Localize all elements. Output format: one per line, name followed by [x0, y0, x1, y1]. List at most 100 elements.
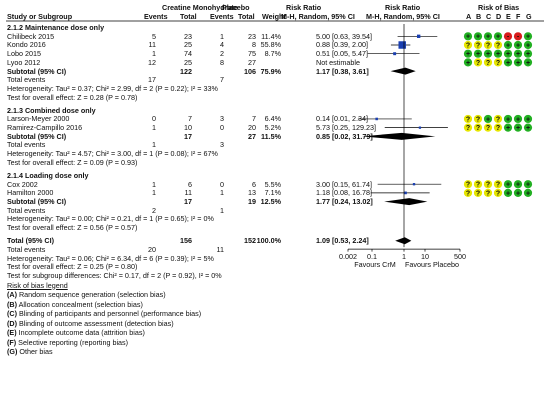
bias-symbol: + [496, 34, 500, 41]
study-ci: Not estimable [316, 57, 360, 67]
study-events-1: 1 [152, 179, 156, 189]
study-events-2: 2 [220, 49, 224, 59]
bias-dot [523, 123, 533, 132]
study-ci: 3.00 [0.15, 61.74] [316, 179, 372, 189]
study-marker [398, 41, 406, 49]
study-total-1: 6 [188, 179, 192, 189]
bias-symbol: ? [466, 116, 470, 123]
bias-dot [513, 114, 523, 124]
header-total-1: Total [180, 11, 197, 21]
study-events-1: 0 [152, 114, 156, 124]
total-events-label: Total events [7, 205, 46, 215]
total-events-2: 3 [220, 140, 224, 150]
bias-symbol: ? [486, 125, 490, 132]
study-weight: 8.7% [264, 49, 281, 59]
study-total-1: 25 [184, 57, 192, 67]
study-events-2: 8 [220, 57, 224, 67]
bias-symbol: ? [486, 60, 490, 67]
study-total-1: 25 [184, 40, 192, 50]
study-events-1: 12 [148, 57, 156, 67]
bias-symbol: + [506, 42, 510, 49]
subtotal-weight: 12.5% [260, 197, 281, 206]
study-ci: 1.18 [0.08, 16.78] [316, 188, 372, 198]
header-bias-letter: A [466, 11, 472, 21]
total-events-1: 17 [148, 75, 156, 85]
x-tick-label: 0.1 [367, 252, 377, 262]
bias-dot [523, 114, 533, 124]
bias-symbol: ? [496, 116, 500, 123]
study-ci: 5.00 [0.63, 39.54] [316, 31, 372, 41]
subtotal-ci: 0.85 [0.02, 31.79] [316, 131, 373, 141]
bias-symbol: + [476, 51, 480, 58]
study-name: Lyoo 2012 [7, 57, 41, 67]
bias-symbol: + [466, 51, 470, 58]
bias-dot [473, 49, 483, 58]
bias-symbol: ? [486, 42, 490, 49]
subtotal-label: Subtotal (95% CI) [7, 66, 67, 76]
favours-left-label: Favours CrM [354, 260, 396, 270]
bias-symbol: + [516, 42, 520, 49]
bias-dot [463, 49, 473, 58]
study-name: Chilibeck 2015 [7, 31, 55, 41]
bias-dot [513, 58, 523, 67]
study-marker [416, 34, 421, 38]
x-tick-label: 500 [454, 252, 466, 262]
legend-item: (E) Incomplete outcome data (attrition b… [7, 329, 145, 336]
bias-symbol: ? [476, 182, 480, 189]
bias-dot [503, 49, 513, 58]
header-weight: Weight [262, 11, 286, 21]
subtotal-label: Subtotal (95% CI) [7, 197, 67, 206]
subtotal-total-1: 122 [180, 66, 192, 76]
subtotal-diamond [390, 67, 416, 75]
legend-text: Blinding of outcome assessment (detectio… [16, 318, 174, 328]
header-total-2: Total [238, 11, 255, 21]
bias-symbol: + [486, 51, 490, 58]
bias-dot [493, 114, 503, 124]
total-events-label: Total events [7, 244, 46, 254]
overall-effect: Test for overall effect: Z = 0.28 (P = 0… [7, 92, 138, 102]
study-weight: 11.4% [261, 31, 281, 41]
bias-dot [503, 32, 513, 41]
bias-symbol: ? [496, 42, 500, 49]
subgroup-differences: Test for subgroup differences: Chi² = 0.… [7, 270, 222, 280]
study-marker [375, 117, 378, 121]
total-heterogeneity: Heterogeneity: Tau² = 0.06; Chi² = 6.34,… [7, 253, 214, 263]
bias-symbol: + [506, 125, 510, 132]
bias-symbol: + [466, 60, 470, 67]
study-total-1: 74 [184, 49, 192, 59]
bias-dot [513, 180, 523, 189]
study-total-1: 23 [184, 31, 192, 41]
bias-symbol: + [516, 116, 520, 123]
bias-dot [493, 49, 503, 58]
bias-dot [473, 180, 483, 189]
header-group1: Creatine Monohydrate [162, 3, 238, 12]
legend-item: (C) Blinding of participants and personn… [7, 310, 201, 317]
legend-title: Risk of bias legend [7, 280, 68, 290]
total-events-2: 7 [220, 75, 224, 85]
legend-letter: (D) [7, 318, 17, 328]
bias-symbol: ? [476, 190, 480, 197]
bias-dot [483, 49, 493, 58]
subgroup-title: 2.1.4 Loading dose only [7, 170, 89, 180]
subtotal-diamond [362, 132, 436, 140]
bias-symbol: + [506, 182, 510, 189]
header-risk-ratio-plot: Risk Ratio [385, 3, 421, 12]
bias-dot [503, 40, 513, 50]
total-events-1: 1 [152, 140, 156, 150]
subgroup-title: 2.1.2 Maintenance dose only [7, 23, 105, 32]
total-events-label: Total events [7, 75, 46, 85]
bias-symbol: ? [466, 125, 470, 132]
study-total-1: 10 [184, 123, 192, 133]
bias-dot [513, 188, 523, 197]
legend-item: (F) Selective reporting (reporting bias) [7, 339, 128, 346]
study-events-2: 0 [220, 179, 224, 189]
total-events-label: Total events [7, 140, 46, 150]
heterogeneity: Heterogeneity: Tau² = 0.37; Chi² = 2.99,… [7, 83, 218, 93]
bias-symbol: + [526, 116, 530, 123]
bias-dot [513, 32, 523, 41]
legend-text: Incomplete outcome data (attrition bias) [16, 328, 145, 338]
bias-dot [473, 123, 483, 132]
legend-letter: (G) [7, 347, 18, 357]
header-bias-letter: F [516, 11, 521, 21]
